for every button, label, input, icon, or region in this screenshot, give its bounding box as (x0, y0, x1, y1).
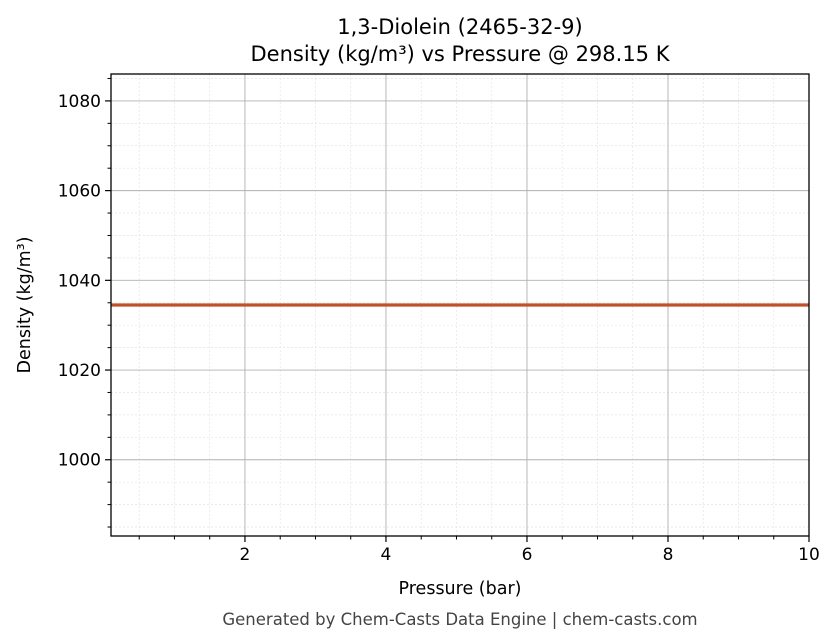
x-tick-label: 6 (522, 545, 533, 565)
x-tick-label: 4 (381, 545, 392, 565)
y-tick-label: 1000 (58, 451, 101, 471)
y-tick-label: 1080 (58, 92, 101, 112)
x-tick-label: 10 (798, 545, 820, 565)
y-tick-label: 1020 (58, 361, 101, 381)
plot-frame (110, 73, 810, 537)
y-axis: 1000 1020 1040 1060 1080 (58, 77, 111, 528)
x-tick-label: 2 (240, 545, 251, 565)
chart-subtitle: Density (kg/m³) vs Pressure @ 298.15 K (250, 42, 670, 66)
x-axis: 2 4 6 8 10 (138, 536, 820, 565)
y-tick-label: 1060 (58, 182, 101, 202)
minor-grid (111, 74, 809, 536)
x-tick-label: 8 (663, 545, 674, 565)
chart-title: 1,3-Diolein (2465-32-9) (337, 15, 582, 39)
y-axis-label: Density (kg/m³) (15, 237, 35, 374)
footer-credit: Generated by Chem-Casts Data Engine | ch… (222, 610, 697, 629)
y-tick-label: 1040 (58, 271, 101, 291)
x-axis-label: Pressure (bar) (399, 579, 522, 599)
